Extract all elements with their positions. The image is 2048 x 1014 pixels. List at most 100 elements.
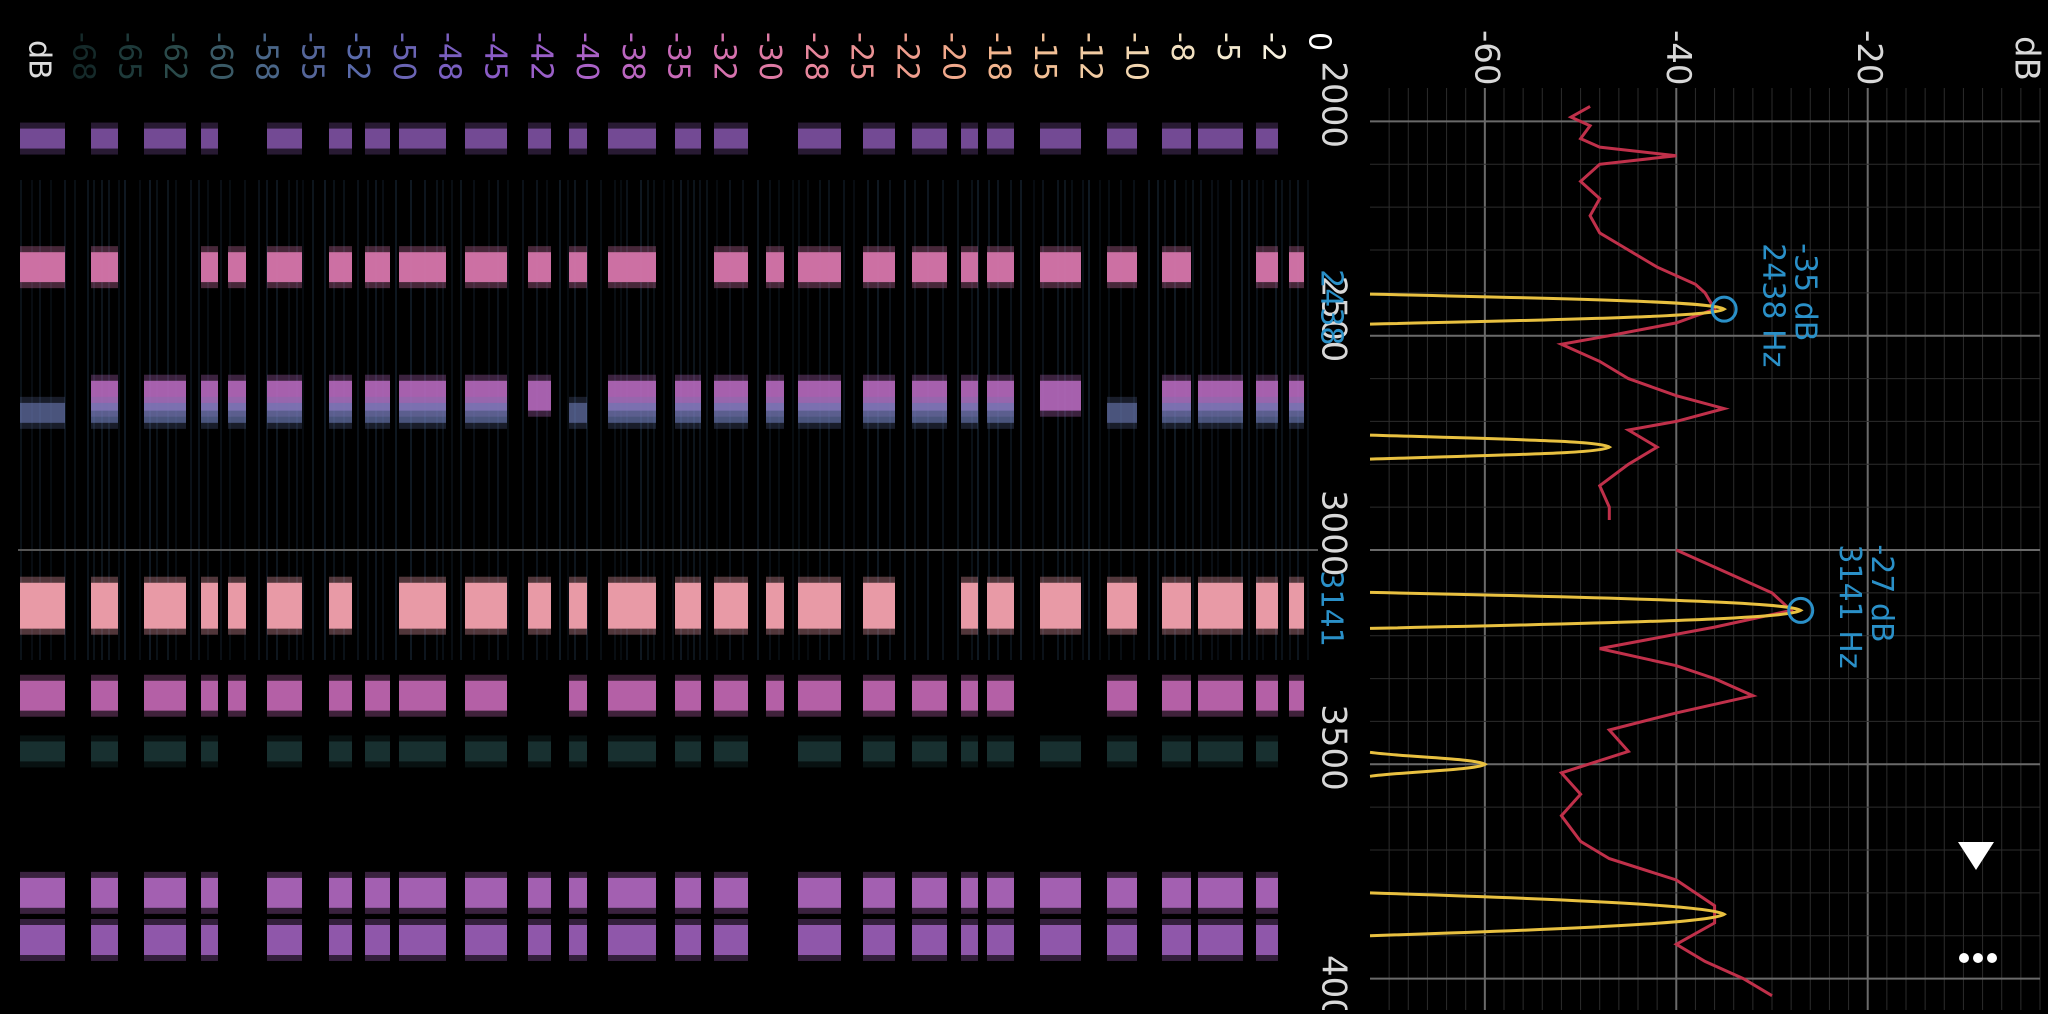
spectrogram-band-halo [1162,246,1191,253]
spectrogram-streak [357,180,359,660]
spectrogram-band-halo [1198,919,1243,925]
spectrogram-band-halo [714,396,748,403]
spectrogram-band-halo [267,955,302,961]
spectrogram-band-halo [267,674,302,681]
spectrogram-band-segment [987,877,1014,908]
more-options-button[interactable] [1950,935,2006,981]
colorbar-tick-label: -22 [890,32,925,81]
spectrogram-band-halo [365,422,390,429]
spectrogram-band-segment [1289,252,1304,283]
spectrogram-band-halo [267,628,302,635]
colorbar-tick-label: -12 [1073,32,1108,81]
spectrogram-streak [1281,180,1283,660]
spectrogram-streak [220,180,222,660]
spectrogram-band-segment [267,128,302,149]
spectrogram-streak [672,180,674,660]
spectrogram-band-halo [912,955,947,961]
spectrogram-band-halo [465,955,507,961]
spectrogram-band-halo [267,246,302,253]
spectrogram-band-halo [399,735,446,742]
peak-marker [1710,295,1738,323]
spectrogram-band-halo [608,761,656,768]
collapse-button[interactable] [1952,836,2000,876]
spectrogram-band-halo [863,871,895,878]
spectrogram-band-segment [987,582,1014,629]
spectrogram-streak [312,180,314,660]
spectrogram-streak [757,180,759,660]
spectrogram-band-halo [1040,907,1081,914]
spectrogram-band-segment [1162,925,1191,955]
spectrogram-band-halo [608,735,656,742]
spectrogram-band-halo [1107,396,1137,403]
spectrogram-band-halo [365,907,390,914]
spectrogram-band-halo [201,628,218,635]
spectrogram-band-halo [1289,576,1304,583]
spectrogram-band-halo [528,761,551,768]
spectrogram-band-segment [714,877,748,908]
spectrogram-band-segment [329,680,352,711]
spectrogram-band-halo [798,148,841,155]
spectrogram-band-segment [1256,925,1278,955]
spectrogram-band-halo [987,246,1014,253]
spectrogram-band-halo [798,576,841,583]
colorbar-tick-label: -2 [1256,32,1291,62]
spectrogram-band-halo [1198,576,1243,583]
spectrogram-band-halo [766,576,784,583]
spectrogram-band-segment [20,877,65,908]
spectrogram-band-halo [1040,148,1081,155]
spectrogram-band-segment [91,252,118,283]
spectrogram-band-halo [987,955,1014,961]
spectrum-live-peak [1369,590,1804,630]
spectrogram-band-halo [1107,907,1137,914]
spectrogram-band-halo [144,674,186,681]
spectrogram-band-halo [144,422,186,429]
spectrogram-band-segment [91,128,118,149]
spectrogram-band-segment [766,582,784,629]
spectrogram-band-halo [465,761,507,768]
spectrogram-band-segment [912,877,947,908]
spectrogram-band-halo [329,735,352,742]
spectrogram-streak [600,180,602,660]
spectrogram-band-halo [20,396,65,403]
spectrogram-band-halo [1256,955,1278,961]
spectrogram-streak [1071,180,1073,660]
spectrogram-band-halo [987,710,1014,717]
spectrogram-band-halo [1256,628,1278,635]
spectrogram-band-halo [714,735,748,742]
spectrogram-band-halo [1289,374,1304,381]
spectrogram-band-halo [1289,628,1304,635]
spectrogram-band-segment [863,877,895,908]
spectrum-live-peak [1369,433,1613,461]
spectrogram-streak [546,180,548,660]
spectrogram-band-halo [1289,710,1304,717]
spectrogram-band-segment [1256,877,1278,908]
spectrogram-band-halo [675,735,701,742]
spectrogram-band-halo [798,955,841,961]
spectrogram-band-halo [267,907,302,914]
spectrogram-band-halo [1107,955,1137,961]
spectrogram-band-halo [329,919,352,925]
spectrogram-band-halo [91,710,118,717]
spectrogram-band-halo [20,761,65,768]
db-tick-label: -20 [1849,30,1889,86]
spectrogram-band-segment [1040,925,1081,955]
spectrogram-band-halo [465,396,507,403]
spectrogram-band-segment [144,128,186,149]
spectrogram-band-halo [569,871,587,878]
spectrogram-band-halo [912,246,947,253]
spectrogram-band-halo [1040,410,1081,417]
colorbar-tick-label: -20 [935,32,970,81]
spectrogram-band-halo [798,735,841,742]
spectrogram-band-segment [608,925,656,955]
spectrogram-band-halo [1107,674,1137,681]
spectrogram-band-halo [798,374,841,381]
spectrogram-band-halo [714,374,748,381]
spectrogram-band-halo [714,919,748,925]
db-axis: -60 -40 -20 dB [1466,30,2046,86]
spectrogram-band-halo [987,674,1014,681]
spectrogram-band-halo [267,122,302,129]
spectrogram-band-halo [569,761,587,768]
spectrogram-band-halo [675,761,701,768]
spectrogram-band-segment [675,582,701,629]
